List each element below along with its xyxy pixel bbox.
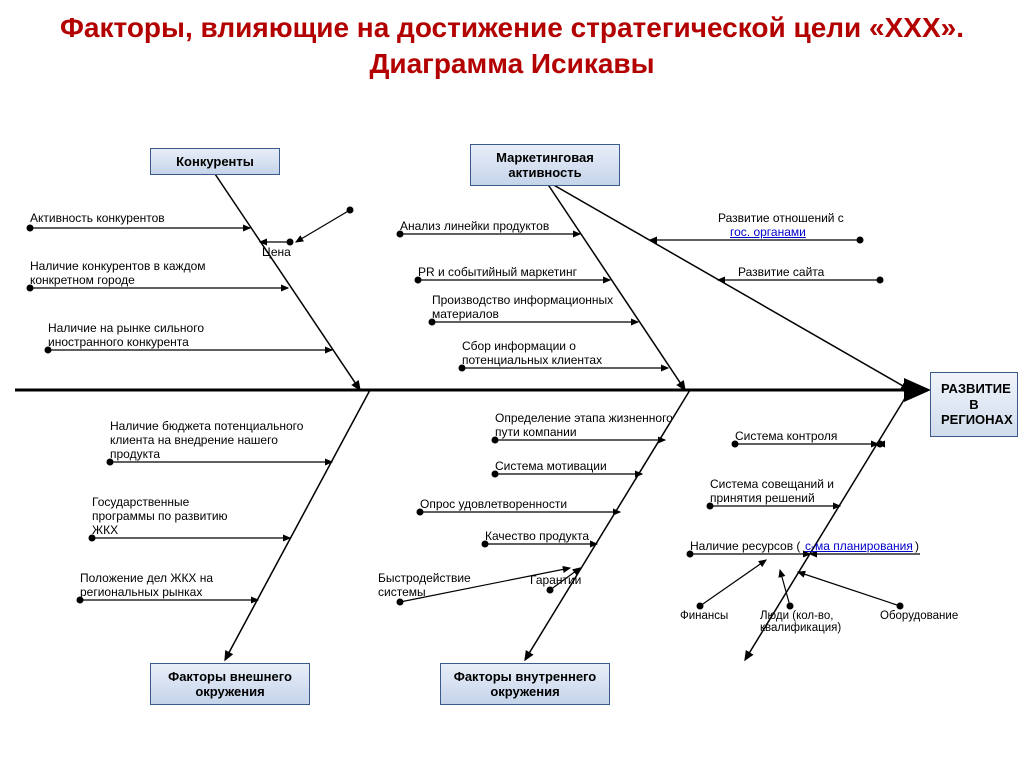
- factor-comp2: Цена: [262, 246, 291, 260]
- ishikawa-diagram: РАЗВИТИЕ В РЕГИОНАХ Конкуренты Маркетинг…: [0, 140, 1024, 760]
- factor-mkt2: PR и событийный маркетинг: [418, 266, 577, 280]
- factor-int2: Система мотивации: [495, 460, 607, 474]
- factor-int6: Гарантии: [530, 574, 581, 588]
- factor-sub1: Финансы: [680, 610, 728, 622]
- factor-res2: Система совещаний и принятия решений: [710, 478, 870, 506]
- factor-int1: Определение этапа жизненного пути компан…: [495, 412, 685, 440]
- factor-ext3: Положение дел ЖКХ на региональных рынках: [80, 572, 250, 600]
- factor-ext2: Государственные программы по развитию ЖК…: [92, 496, 252, 537]
- category-external: Факторы внешнего окружения: [150, 663, 310, 705]
- factor-int5: Быстродействие системы: [378, 572, 488, 600]
- factor-int4: Качество продукта: [485, 530, 589, 544]
- category-marketing: Маркетинговая активность: [470, 144, 620, 186]
- factor-sub2: Люди (кол-во, квалификация): [760, 610, 860, 634]
- factor-mkt5: Развитие отношений с: [718, 212, 844, 226]
- factor-ext1: Наличие бюджета потенциального клиента н…: [110, 420, 310, 461]
- result-label: РАЗВИТИЕ В РЕГИОНАХ: [941, 381, 1013, 427]
- result-box: РАЗВИТИЕ В РЕГИОНАХ: [930, 372, 1018, 437]
- category-internal: Факторы внутреннего окружения: [440, 663, 610, 705]
- category-competitors: Конкуренты: [150, 148, 280, 175]
- factor-sub3: Оборудование: [880, 610, 958, 622]
- factor-comp1: Активность конкурентов: [30, 212, 165, 226]
- factor-mkt5b: гос. органами: [730, 226, 806, 240]
- factor-mkt3: Производство информационных материалов: [432, 294, 622, 322]
- factor-res3c: ): [915, 540, 919, 554]
- page-title: Факторы, влияющие на достижение стратеги…: [0, 0, 1024, 88]
- factor-res3a: Наличие ресурсов (: [690, 540, 800, 554]
- factor-mkt6: Развитие сайта: [738, 266, 824, 280]
- factor-mkt4: Сбор информации о потенциальных клиентах: [462, 340, 632, 368]
- factor-res3b: с-ма планирования: [805, 540, 913, 554]
- factor-comp4: Наличие на рынке сильного иностранного к…: [48, 322, 248, 350]
- factor-mkt1: Анализ линейки продуктов: [400, 220, 549, 234]
- factor-int3: Опрос удовлетворенности: [420, 498, 567, 512]
- factor-comp3: Наличие конкурентов в каждом конкретном …: [30, 260, 230, 288]
- factor-res1: Система контроля: [735, 430, 837, 444]
